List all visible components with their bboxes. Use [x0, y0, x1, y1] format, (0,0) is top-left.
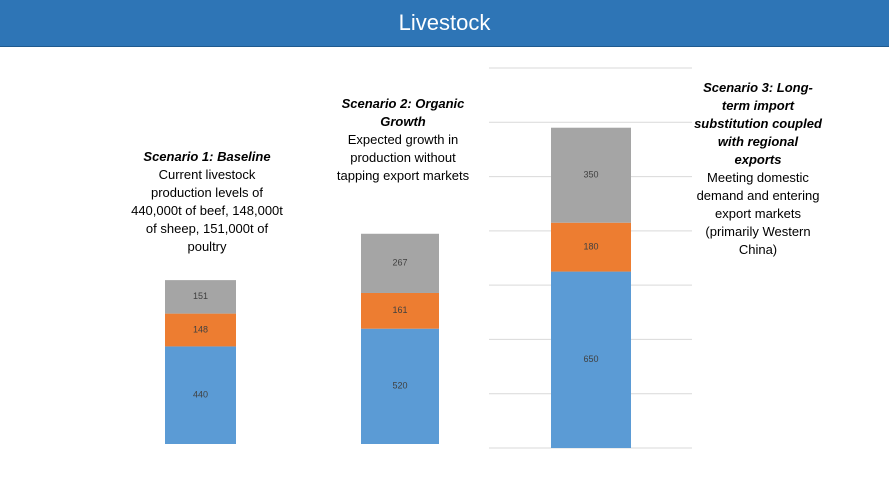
chart-title: Scenario 2: Organic Growth	[341, 96, 465, 129]
bar-segment	[551, 222, 631, 272]
value-label: 151	[193, 291, 208, 301]
chart-title: Scenario 3: Long-term import substitutio…	[694, 80, 822, 167]
chart-subtitle: Current livestock production levels of 4…	[131, 167, 283, 254]
value-label: 180	[583, 242, 598, 252]
chart-subtitle: Expected growth in production without ta…	[336, 132, 470, 183]
bar-segment	[165, 346, 236, 444]
bar-segment	[165, 313, 236, 347]
chart-note: Scenario 1: Baseline Current livestock p…	[127, 148, 287, 256]
chart-subtitle: Meeting domestic demand and entering exp…	[696, 170, 820, 257]
bar-segment	[361, 328, 439, 444]
chart-title: Scenario 1: Baseline	[143, 149, 271, 164]
bar-segment	[165, 280, 236, 314]
value-label: 148	[193, 324, 208, 334]
chart-note: Scenario 3: Long-term import substitutio…	[693, 79, 823, 259]
bar-segment	[551, 271, 631, 448]
value-label: 161	[392, 305, 407, 315]
bar-segment	[361, 292, 439, 329]
value-label: 650	[583, 354, 598, 364]
bar-segment	[551, 127, 631, 223]
chart-note: Scenario 2: Organic Growth Expected grow…	[333, 95, 473, 185]
value-label: 267	[392, 258, 407, 268]
value-label: 440	[193, 390, 208, 400]
bar-segment	[361, 233, 439, 293]
slide-title: Livestock	[0, 0, 889, 47]
value-label: 520	[392, 381, 407, 391]
value-label: 350	[583, 170, 598, 180]
